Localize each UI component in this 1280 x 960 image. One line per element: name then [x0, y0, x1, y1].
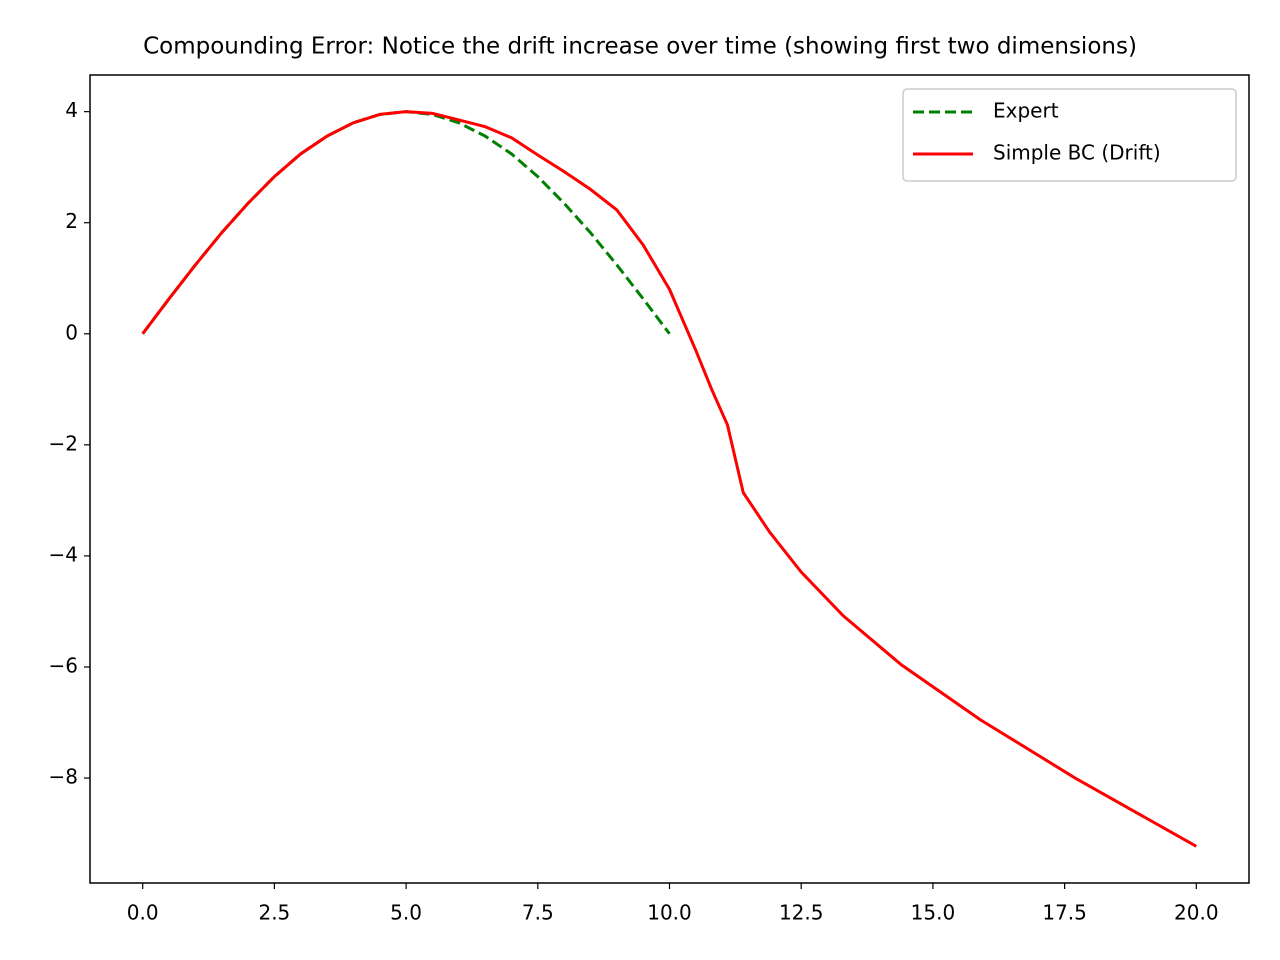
series-line	[141, 110, 671, 335]
y-tick-label: 4	[65, 98, 78, 122]
x-tick-label: 2.5	[258, 901, 290, 925]
x-tick-label: 0.0	[127, 901, 159, 925]
y-tick-label: −8	[49, 765, 78, 789]
x-tick-label: 10.0	[647, 901, 692, 925]
x-tick-label: 5.0	[390, 901, 422, 925]
x-tick-label: 20.0	[1174, 901, 1219, 925]
legend: Expert Simple BC (Drift)	[902, 88, 1237, 182]
legend-label: Simple BC (Drift)	[993, 141, 1161, 165]
x-tick-label: 15.0	[911, 901, 956, 925]
y-tick-label: −6	[49, 653, 78, 677]
x-tick-label: 17.5	[1042, 901, 1087, 925]
y-tick-label: −2	[49, 431, 78, 455]
y-tick-label: −4	[49, 542, 78, 566]
y-tick-label: 0	[65, 320, 78, 344]
y-tick-label: 2	[65, 209, 78, 233]
x-tick-label: 7.5	[522, 901, 554, 925]
legend-label: Expert	[993, 99, 1059, 123]
series-line	[141, 110, 1198, 848]
chart-title: Compounding Error: Notice the drift incr…	[143, 34, 1137, 60]
plot-frame	[89, 74, 1250, 884]
legend-box	[902, 88, 1237, 182]
x-tick-label: 12.5	[779, 901, 824, 925]
